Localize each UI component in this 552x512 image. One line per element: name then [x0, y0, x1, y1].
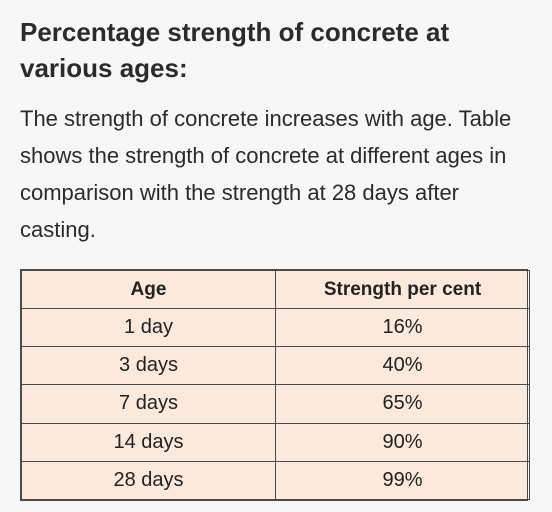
- age-cell: 1 day: [21, 307, 276, 348]
- header-age: Age: [21, 270, 276, 309]
- table-row: 1 day 16%: [21, 307, 530, 348]
- strength-table: Age Strength per cent 1 day 16% 3 days 4…: [21, 270, 530, 501]
- table-row: 28 days 99%: [21, 460, 530, 501]
- age-cell: 3 days: [21, 346, 276, 386]
- strength-cell: 40%: [275, 346, 530, 386]
- age-cell: 14 days: [21, 422, 276, 462]
- age-cell: 28 days: [21, 460, 276, 501]
- header-strength: Strength per cent: [275, 270, 530, 309]
- strength-table-container: Age Strength per cent 1 day 16% 3 days 4…: [20, 269, 530, 501]
- strength-cell: 90%: [275, 422, 530, 462]
- table-header-row: Age Strength per cent: [21, 270, 530, 309]
- age-cell: 7 days: [21, 384, 276, 424]
- page-title: Percentage strength of concrete at vario…: [20, 17, 450, 83]
- intro-paragraph: The strength of concrete increases with …: [20, 106, 512, 242]
- table-row: 7 days 65%: [21, 384, 530, 424]
- strength-cell: 16%: [275, 307, 530, 348]
- strength-cell: 99%: [275, 460, 530, 501]
- table-row: 3 days 40%: [21, 346, 530, 386]
- strength-cell: 65%: [275, 384, 530, 424]
- table-row: 14 days 90%: [21, 422, 530, 462]
